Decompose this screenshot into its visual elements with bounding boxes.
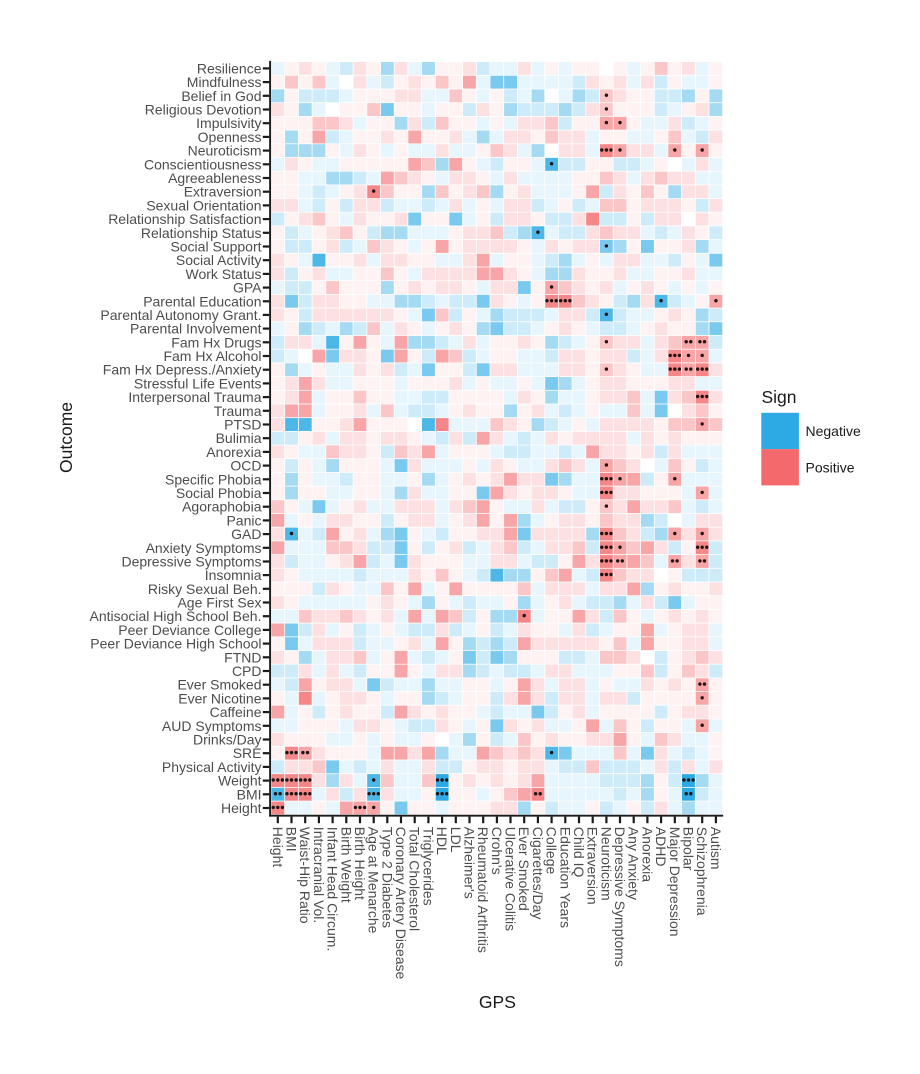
svg-text:Child IQ: Child IQ [571, 827, 587, 878]
svg-text:Trauma: Trauma [214, 403, 262, 419]
svg-text:Sign: Sign [762, 387, 797, 407]
svg-text:Bipolar: Bipolar [681, 827, 697, 871]
svg-text:Age First Sex: Age First Sex [177, 595, 261, 611]
svg-text:Peer Deviance College: Peer Deviance College [118, 622, 261, 638]
svg-text:BMI: BMI [237, 786, 262, 802]
svg-text:Alzheimer's: Alzheimer's [462, 827, 478, 899]
svg-text:Anorexia: Anorexia [639, 827, 655, 882]
svg-text:Impulsivity: Impulsivity [196, 115, 261, 131]
svg-text:Ever Smoked: Ever Smoked [177, 677, 261, 693]
svg-text:SRE: SRE [233, 745, 262, 761]
svg-text:HDL: HDL [434, 827, 450, 855]
svg-text:Coronary Artery Disease: Coronary Artery Disease [393, 827, 409, 980]
svg-text:Antisocial High School Beh.: Antisocial High School Beh. [90, 608, 262, 624]
svg-text:Neuroticism: Neuroticism [598, 827, 614, 901]
svg-text:Specific Phobia: Specific Phobia [165, 471, 262, 487]
svg-text:Anorexia: Anorexia [206, 444, 261, 460]
svg-text:Interpersonal Trauma: Interpersonal Trauma [128, 389, 261, 405]
svg-text:Belief in God: Belief in God [181, 88, 261, 104]
svg-text:Ever Nicotine: Ever Nicotine [178, 690, 261, 706]
svg-text:Social Phobia: Social Phobia [176, 485, 262, 501]
svg-text:Parental Autonomy Grant.: Parental Autonomy Grant. [100, 307, 261, 323]
svg-text:Social Activity: Social Activity [176, 252, 262, 268]
svg-text:Parental Education: Parental Education [143, 293, 261, 309]
svg-text:Panic: Panic [226, 512, 261, 528]
svg-text:Weight: Weight [218, 773, 261, 789]
svg-text:Drinks/Day: Drinks/Day [193, 732, 261, 748]
svg-text:LDL: LDL [448, 827, 464, 853]
svg-text:Anxiety Symptoms: Anxiety Symptoms [146, 540, 262, 556]
svg-text:Cigarettes/Day: Cigarettes/Day [530, 827, 546, 920]
svg-text:Birth Weight: Birth Weight [338, 827, 354, 903]
svg-text:Relationship Status: Relationship Status [141, 225, 262, 241]
svg-text:Birth Height: Birth Height [352, 827, 368, 900]
svg-text:ADHD: ADHD [653, 827, 669, 867]
svg-text:Ulcerative Colitis: Ulcerative Colitis [503, 827, 519, 931]
svg-text:Negative: Negative [806, 423, 861, 439]
svg-text:Outcome: Outcome [56, 402, 76, 473]
svg-text:Type 2 Diabetes: Type 2 Diabetes [379, 827, 395, 928]
svg-text:Extraversion: Extraversion [184, 184, 262, 200]
svg-text:Bulimia: Bulimia [216, 430, 262, 446]
svg-text:FTND: FTND [224, 649, 261, 665]
svg-text:Parental Involvement: Parental Involvement [130, 321, 262, 337]
svg-text:Agreeableness: Agreeableness [168, 170, 261, 186]
svg-text:Extraversion: Extraversion [585, 827, 601, 905]
svg-text:Major Depression: Major Depression [667, 827, 683, 937]
svg-text:Fam Hx Alcohol: Fam Hx Alcohol [163, 348, 261, 364]
svg-text:GAD: GAD [231, 526, 261, 542]
svg-text:GPA: GPA [233, 280, 262, 296]
svg-text:OCD: OCD [230, 458, 261, 474]
svg-text:Any Anxiety: Any Anxiety [626, 827, 642, 900]
svg-text:Caffeine: Caffeine [210, 704, 262, 720]
svg-text:Height: Height [221, 800, 262, 816]
svg-text:BMI: BMI [284, 827, 300, 852]
svg-text:Rheumatoid Arthritis: Rheumatoid Arthritis [475, 827, 491, 953]
svg-text:Risky Sexual Beh.: Risky Sexual Beh. [148, 581, 262, 597]
svg-text:Relationship Satisfaction: Relationship Satisfaction [108, 211, 261, 227]
svg-text:Waist-Hip Ratio: Waist-Hip Ratio [297, 827, 313, 924]
svg-text:AUD Symptoms: AUD Symptoms [162, 718, 262, 734]
svg-text:Education Years: Education Years [557, 827, 573, 928]
svg-text:Physical Activity: Physical Activity [162, 759, 262, 775]
svg-text:College: College [544, 827, 560, 875]
svg-text:Mindfulness: Mindfulness [187, 74, 262, 90]
svg-text:Stressful Life Events: Stressful Life Events [134, 375, 262, 391]
svg-text:Neuroticism: Neuroticism [188, 143, 262, 159]
svg-text:Openness: Openness [198, 129, 262, 145]
svg-text:PTSD: PTSD [224, 417, 261, 433]
svg-text:Ever Smoked: Ever Smoked [516, 827, 532, 911]
svg-text:Depressive Symptoms: Depressive Symptoms [612, 827, 628, 967]
svg-text:Intracranial Vol.: Intracranial Vol. [311, 827, 327, 924]
svg-text:Social Support: Social Support [170, 239, 261, 255]
svg-text:Total Cholesterol: Total Cholesterol [407, 827, 423, 931]
svg-text:Crohn's: Crohn's [489, 827, 505, 875]
svg-text:Peer Deviance High School: Peer Deviance High School [90, 636, 261, 652]
svg-text:Infant Head Circum.: Infant Head Circum. [325, 827, 341, 952]
svg-text:Religious Devotion: Religious Devotion [145, 102, 262, 118]
svg-text:Insomnia: Insomnia [205, 567, 262, 583]
svg-text:CPD: CPD [232, 663, 262, 679]
svg-text:Agoraphobia: Agoraphobia [182, 499, 262, 515]
svg-text:Sexual Orientation: Sexual Orientation [146, 197, 261, 213]
svg-text:Fam Hx Drugs: Fam Hx Drugs [171, 334, 261, 350]
svg-text:Age at Menarche: Age at Menarche [366, 827, 382, 934]
svg-text:Schizophrenia: Schizophrenia [694, 827, 710, 916]
svg-text:GPS: GPS [479, 992, 516, 1012]
svg-text:Positive: Positive [806, 460, 855, 476]
svg-text:Resilience: Resilience [197, 60, 262, 76]
svg-text:Fam Hx Depress./Anxiety: Fam Hx Depress./Anxiety [103, 362, 262, 378]
svg-text:Conscientiousness: Conscientiousness [144, 156, 262, 172]
svg-text:Autism: Autism [708, 827, 724, 870]
svg-text:Height: Height [270, 827, 286, 868]
svg-text:Work Status: Work Status [186, 266, 262, 282]
svg-text:Triglycerides: Triglycerides [420, 827, 436, 906]
svg-text:Depressive Symptoms: Depressive Symptoms [121, 554, 261, 570]
